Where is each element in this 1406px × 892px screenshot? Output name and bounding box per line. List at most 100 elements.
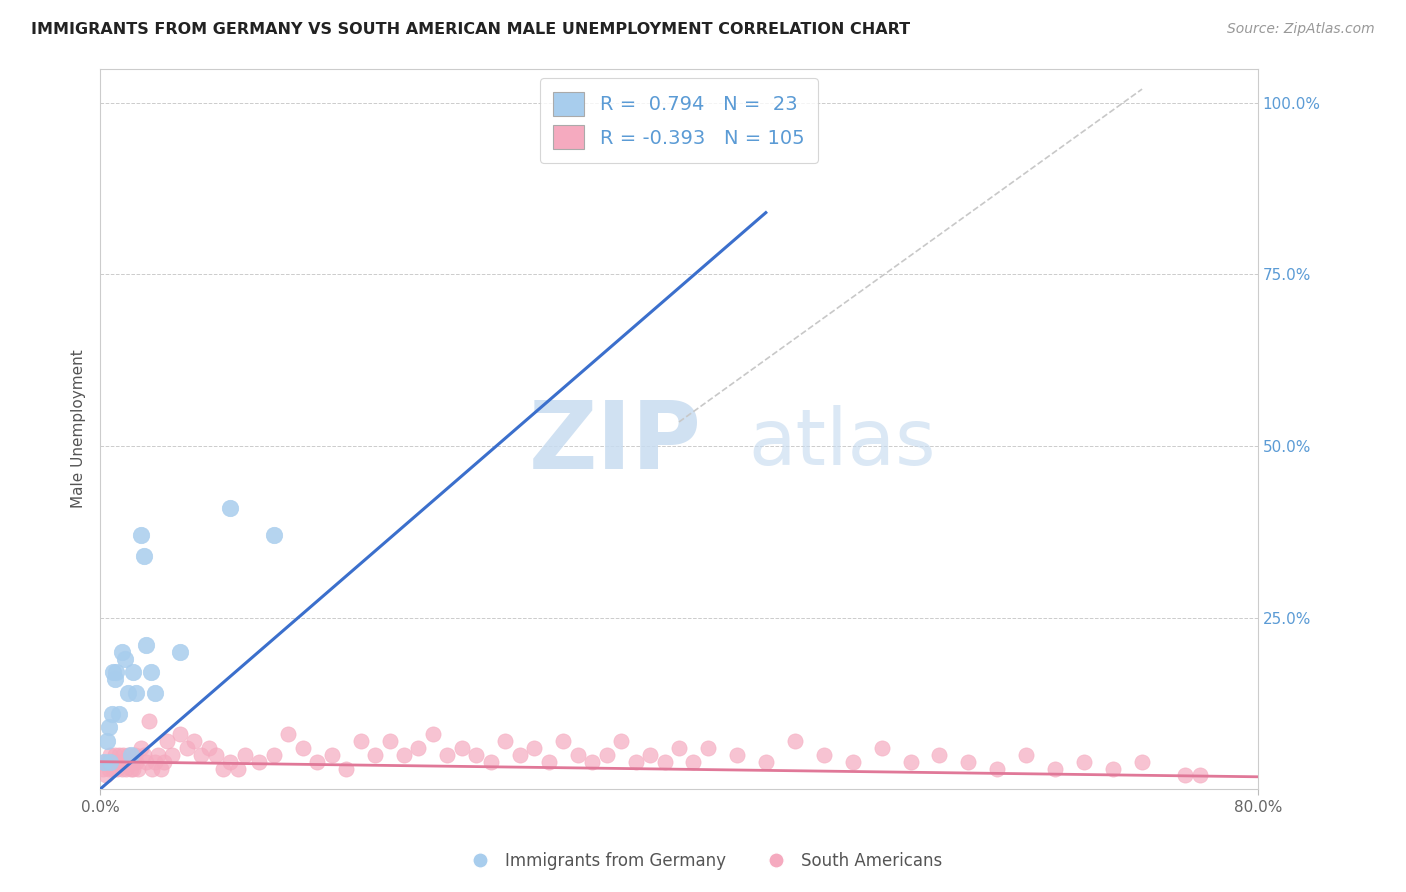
Point: [143, 686, 166, 700]
Point: [125, 755, 148, 769]
Point: [112, 747, 135, 762]
Point: [94, 768, 117, 782]
Point: [135, 755, 157, 769]
Point: [93, 755, 115, 769]
Point: [141, 762, 163, 776]
Point: [139, 665, 162, 680]
Point: [120, 747, 142, 762]
Point: [100, 755, 122, 769]
Point: [537, 755, 560, 769]
Point: [247, 755, 270, 769]
Point: [479, 755, 502, 769]
Y-axis label: Male Unemployment: Male Unemployment: [72, 350, 86, 508]
Point: [638, 747, 661, 762]
Point: [1073, 755, 1095, 769]
Point: [91, 762, 114, 776]
Point: [127, 762, 149, 776]
Point: [813, 747, 835, 762]
Point: [291, 741, 314, 756]
Point: [169, 645, 191, 659]
Point: [132, 747, 155, 762]
Point: [205, 747, 228, 762]
Point: [610, 734, 633, 748]
Point: [98, 747, 121, 762]
Point: [928, 747, 950, 762]
Point: [1015, 747, 1038, 762]
Point: [108, 747, 131, 762]
Point: [93, 755, 115, 769]
Point: [115, 762, 138, 776]
Point: [783, 734, 806, 748]
Point: [124, 747, 146, 762]
Point: [104, 747, 127, 762]
Text: atlas: atlas: [748, 405, 936, 482]
Point: [841, 755, 863, 769]
Point: [624, 755, 647, 769]
Point: [307, 755, 329, 769]
Point: [870, 741, 893, 756]
Point: [117, 686, 139, 700]
Point: [494, 734, 516, 748]
Point: [108, 706, 131, 721]
Point: [523, 741, 546, 756]
Point: [121, 755, 143, 769]
Point: [183, 734, 205, 748]
Point: [349, 734, 371, 748]
Point: [1102, 762, 1125, 776]
Point: [321, 747, 343, 762]
Point: [219, 500, 242, 515]
Point: [900, 755, 922, 769]
Point: [120, 762, 142, 776]
Point: [335, 762, 357, 776]
Point: [129, 528, 152, 542]
Point: [595, 747, 617, 762]
Point: [101, 665, 124, 680]
Point: [654, 755, 676, 769]
Point: [169, 727, 191, 741]
Point: [226, 762, 249, 776]
Point: [553, 734, 575, 748]
Text: Source: ZipAtlas.com: Source: ZipAtlas.com: [1227, 22, 1375, 37]
Point: [143, 755, 166, 769]
Point: [682, 755, 704, 769]
Point: [1130, 755, 1153, 769]
Text: ZIP: ZIP: [529, 397, 702, 489]
Point: [436, 747, 458, 762]
Point: [96, 755, 118, 769]
Point: [153, 755, 176, 769]
Point: [581, 755, 603, 769]
Point: [668, 741, 690, 756]
Point: [110, 755, 132, 769]
Point: [122, 762, 145, 776]
Point: [1188, 768, 1211, 782]
Point: [111, 645, 134, 659]
Point: [156, 734, 179, 748]
Point: [100, 706, 122, 721]
Point: [96, 734, 118, 748]
Point: [233, 747, 256, 762]
Point: [129, 741, 152, 756]
Point: [149, 762, 172, 776]
Point: [101, 762, 124, 776]
Point: [697, 741, 720, 756]
Legend: R =  0.794   N =  23, R = -0.393   N = 105: R = 0.794 N = 23, R = -0.393 N = 105: [540, 78, 818, 162]
Point: [98, 755, 121, 769]
Point: [1045, 762, 1067, 776]
Point: [176, 741, 198, 756]
Point: [105, 755, 128, 769]
Point: [422, 727, 444, 741]
Point: [114, 652, 136, 666]
Point: [263, 747, 285, 762]
Point: [122, 665, 145, 680]
Point: [107, 762, 129, 776]
Point: [263, 528, 285, 542]
Point: [986, 762, 1008, 776]
Point: [364, 747, 387, 762]
Point: [125, 686, 148, 700]
Point: [408, 741, 430, 756]
Point: [97, 720, 120, 734]
Legend: Immigrants from Germany, South Americans: Immigrants from Germany, South Americans: [457, 846, 949, 877]
Point: [114, 755, 136, 769]
Point: [212, 762, 235, 776]
Point: [567, 747, 589, 762]
